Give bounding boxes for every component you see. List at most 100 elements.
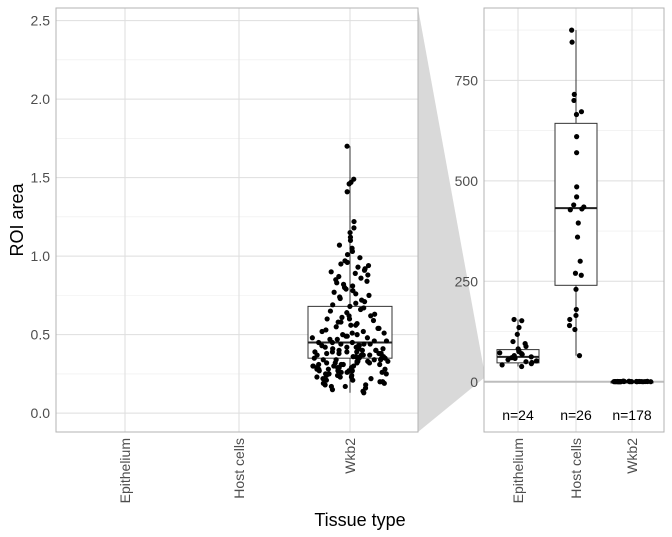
main-point	[366, 292, 372, 298]
zoom-point	[519, 351, 525, 358]
main-point	[361, 267, 368, 273]
main-x-tick-label: Host cells	[231, 438, 247, 499]
zoom-point	[505, 357, 511, 363]
main-point	[309, 335, 315, 341]
main-point	[370, 317, 377, 324]
main-point	[368, 313, 374, 319]
main-panel: 0.0 0.5 1.0 1.5 2.0 2.5 Epithelium Host cells W…	[31, 7, 419, 504]
main-point	[340, 361, 346, 368]
main-point	[359, 347, 365, 353]
main-point	[353, 291, 359, 297]
main-point	[344, 259, 350, 265]
main-points	[309, 143, 391, 396]
zoom-point	[573, 111, 580, 118]
main-point	[357, 255, 363, 261]
main-point	[348, 322, 354, 328]
main-point	[320, 357, 326, 363]
main-point	[360, 328, 366, 335]
main-point	[365, 272, 371, 278]
main-point	[351, 218, 357, 225]
main-point	[357, 306, 364, 313]
main-point	[344, 333, 350, 339]
zoom-panel: n=24 n=26 n=178 0 250 500 750 Epithelium Host …	[455, 7, 665, 503]
zoom-point	[576, 353, 583, 359]
main-point	[346, 316, 353, 322]
main-point	[316, 368, 322, 374]
main-point	[373, 347, 379, 353]
main-point	[353, 300, 359, 306]
main-point	[344, 344, 350, 350]
main-point	[314, 374, 320, 380]
main-panel-border	[55, 7, 419, 433]
main-point	[365, 262, 372, 269]
zoom-point	[574, 194, 580, 200]
main-point	[379, 369, 385, 375]
zoom-y-tick-label: 250	[455, 273, 479, 289]
zoom-connector	[418, 8, 484, 432]
main-point	[376, 325, 382, 331]
zoom-point	[640, 379, 646, 385]
main-point	[350, 354, 356, 360]
main-point	[380, 346, 386, 352]
main-point	[368, 376, 374, 382]
main-point	[352, 270, 358, 276]
zoom-point	[567, 207, 573, 213]
zoom-point	[516, 324, 522, 331]
zoom-point	[523, 343, 529, 349]
main-point	[381, 380, 387, 386]
zoom-point	[523, 359, 529, 365]
zoom-point	[634, 379, 640, 385]
main-point	[355, 264, 361, 270]
zoom-point	[571, 91, 577, 98]
zoom-y-tick-label: 0	[470, 374, 478, 390]
main-point	[377, 361, 383, 368]
main-point	[323, 372, 330, 379]
x-axis-title: Tissue type	[314, 510, 405, 530]
zoom-point	[567, 316, 573, 323]
zoom-point	[648, 379, 654, 385]
zoom-x-tick-label: Host cells	[568, 438, 584, 499]
main-y-tick-label: 0.0	[31, 405, 51, 421]
main-point	[378, 357, 384, 363]
zoom-point	[573, 306, 579, 313]
zoom-point	[566, 322, 573, 329]
main-point	[336, 242, 343, 248]
main-point	[344, 143, 350, 149]
main-point	[334, 280, 340, 286]
zoom-count-labels: n=24 n=26 n=178	[502, 407, 652, 423]
main-point	[385, 358, 391, 364]
main-point	[322, 382, 328, 388]
zoom-point	[497, 350, 503, 356]
zoom-count-label: n=26	[560, 407, 592, 423]
zoom-y-tick-label: 500	[455, 173, 479, 189]
zoom-x-tick-label: Wkb2	[624, 438, 640, 474]
zoom-point	[514, 331, 520, 337]
zoom-point	[574, 134, 580, 140]
main-point	[324, 350, 330, 357]
main-point	[329, 349, 335, 355]
main-point	[371, 357, 377, 363]
main-point	[371, 338, 377, 344]
zoom-point	[614, 379, 620, 385]
main-point	[338, 341, 344, 347]
main-point	[325, 366, 331, 372]
main-point	[361, 390, 367, 396]
main-point	[324, 316, 330, 322]
main-point	[328, 269, 334, 275]
main-point	[327, 308, 334, 314]
main-y-tick-label: 0.5	[31, 327, 51, 343]
zoom-point	[574, 234, 581, 240]
zoom-point	[574, 184, 580, 190]
main-point	[344, 369, 350, 375]
main-point	[353, 322, 359, 328]
main-x-tick-labels: Epithelium Host cells Wkb2	[117, 438, 358, 504]
zoom-point	[499, 362, 505, 368]
main-point	[346, 181, 352, 187]
main-x-tick-label: Epithelium	[117, 438, 133, 503]
zoom-panel-border	[483, 7, 665, 433]
zoom-point	[577, 258, 583, 264]
main-point	[336, 350, 342, 357]
zoom-point	[512, 355, 518, 362]
zoom-point	[533, 358, 540, 364]
zoom-x-tick-label: Epithelium	[510, 438, 526, 503]
